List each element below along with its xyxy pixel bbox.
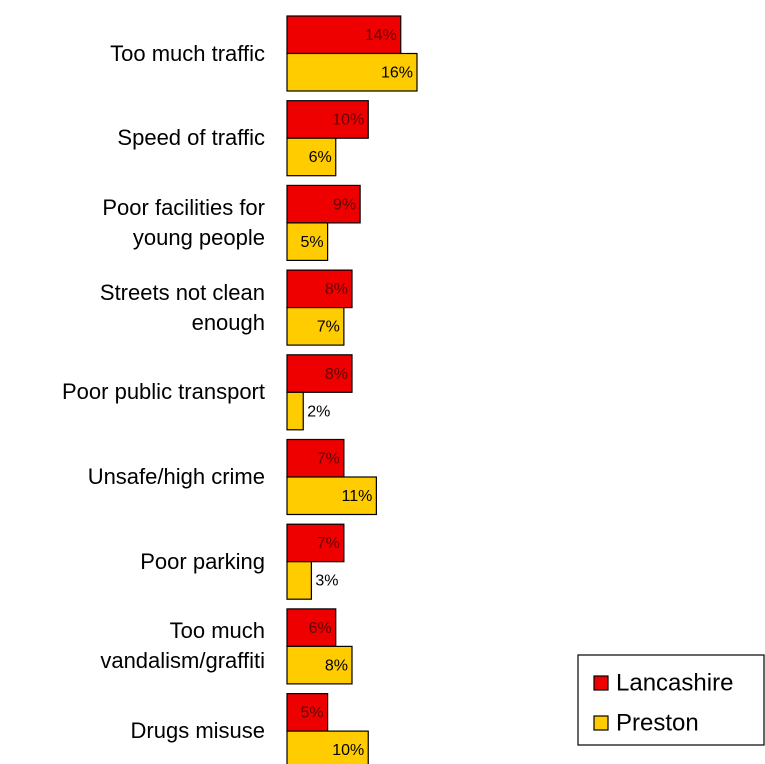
bar	[286, 523, 345, 563]
legend-swatch	[593, 715, 609, 731]
bar	[286, 692, 329, 732]
value-label: 3%	[315, 573, 338, 590]
value-label: 16%	[381, 64, 413, 81]
value-label: 11%	[342, 488, 373, 505]
legend-swatch	[593, 675, 609, 691]
bar	[286, 307, 345, 346]
bar	[286, 391, 304, 431]
category-label: Too much vandalism/graffiti	[100, 618, 265, 674]
legend-label: Lancashire	[616, 669, 733, 696]
value-label: 7%	[317, 535, 340, 552]
bar	[286, 561, 312, 600]
value-label: 6%	[309, 149, 332, 166]
category-label: Poor parking	[140, 548, 265, 574]
bar	[286, 438, 345, 478]
value-label: 8%	[325, 281, 348, 298]
bar	[286, 354, 353, 393]
value-label: 9%	[333, 196, 356, 213]
legend-label: Preston	[616, 709, 699, 736]
category-label: Drugs misuse	[130, 718, 265, 744]
value-label: 6%	[309, 620, 332, 637]
value-label: 14%	[365, 27, 397, 44]
value-label: 2%	[307, 403, 330, 420]
bar	[286, 645, 353, 685]
bar	[286, 100, 369, 139]
category-label: Streets not clean enough	[99, 279, 265, 335]
bar	[286, 269, 353, 309]
value-label: 10%	[332, 742, 364, 759]
category-label: Speed of traffic	[117, 125, 265, 151]
bar	[286, 730, 369, 764]
bar	[286, 184, 361, 224]
bar	[286, 137, 337, 177]
category-label: Poor facilities for young people	[102, 194, 265, 250]
bar	[286, 476, 377, 516]
category-label: Unsafe/high crime	[87, 464, 265, 489]
value-label: 7%	[317, 319, 340, 336]
category-label: Poor public transport	[62, 379, 265, 405]
value-label: 5%	[301, 705, 324, 722]
value-label: 7%	[317, 450, 340, 467]
legend-box	[577, 654, 765, 746]
value-label: 8%	[325, 657, 348, 674]
bar	[286, 15, 402, 55]
category-label: Too much traffic	[110, 40, 265, 66]
value-label: 5%	[301, 234, 324, 251]
bar	[286, 222, 329, 261]
bar	[286, 52, 418, 92]
bar	[286, 608, 337, 648]
value-label: 8%	[325, 366, 348, 383]
value-label: 10%	[332, 112, 364, 129]
